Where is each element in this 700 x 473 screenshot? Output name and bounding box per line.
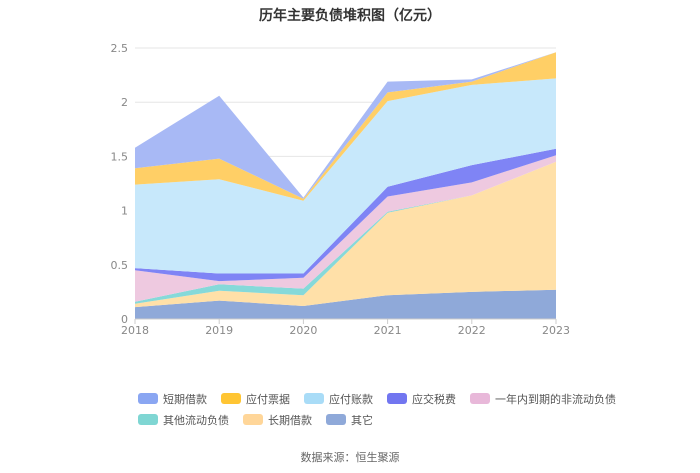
legend-swatch	[138, 414, 158, 425]
legend-item[interactable]: 一年内到期的非流动负债	[470, 391, 616, 407]
legend: 短期借款 应付票据 应付账款 应交税费 一年内到期的非流动负债 其他流动负债 长期借款 其它	[138, 388, 616, 430]
area-series-1	[135, 289, 556, 319]
area-series-2	[135, 161, 556, 308]
x-tick-label: 2019	[205, 324, 233, 337]
area-series-5	[135, 148, 556, 282]
y-tick-label: 2	[121, 96, 128, 109]
chart-title: 历年主要负债堆积图（亿元）	[259, 8, 441, 24]
legend-label: 其它	[351, 413, 373, 427]
area-series-8	[135, 52, 556, 199]
x-tick-label: 2020	[289, 324, 317, 337]
area-series-4	[135, 155, 556, 302]
legend-label: 其他流动负债	[163, 413, 229, 427]
axes: 0 0.5 1 1.5 2 2.5 2018 2019 2020 2021 2022 2023	[111, 42, 571, 337]
legend-item[interactable]: 其他流动负债	[138, 412, 229, 428]
legend-swatch	[470, 393, 490, 404]
legend-swatch	[304, 393, 324, 404]
x-tick-label: 2022	[458, 324, 486, 337]
y-tick-label: 1.5	[111, 150, 129, 163]
legend-item[interactable]: 应付票据	[221, 391, 290, 407]
x-tick-label: 2018	[121, 324, 149, 337]
legend-item[interactable]: 短期借款	[138, 391, 207, 407]
area-series-6	[135, 78, 556, 274]
data-source-note: 数据来源：恒生聚源	[300, 451, 400, 464]
legend-swatch	[243, 414, 263, 425]
legend-item[interactable]: 其它	[326, 412, 373, 428]
y-tick-label: 2.5	[111, 42, 129, 55]
legend-item[interactable]: 应付账款	[304, 391, 373, 407]
legend-swatch	[387, 393, 407, 404]
x-tick-label: 2021	[374, 324, 402, 337]
legend-label: 一年内到期的非流动负债	[495, 392, 616, 406]
legend-label: 应付账款	[329, 392, 373, 406]
x-tick-label: 2023	[542, 324, 570, 337]
legend-label: 长期借款	[268, 413, 312, 427]
legend-item[interactable]: 长期借款	[243, 412, 312, 428]
y-tick-label: 0.5	[111, 259, 129, 272]
legend-item[interactable]: 应交税费	[387, 391, 456, 407]
area-series-7	[135, 52, 556, 201]
legend-label: 短期借款	[163, 392, 207, 406]
legend-label: 应付票据	[246, 392, 290, 406]
legend-label: 应交税费	[412, 392, 456, 406]
y-tick-label: 0	[121, 313, 128, 326]
legend-swatch	[221, 393, 241, 404]
legend-row: 短期借款 应付票据 应付账款 应交税费 一年内到期的非流动负债	[138, 388, 616, 409]
legend-row: 其他流动负债 长期借款 其它	[138, 409, 608, 430]
legend-swatch	[138, 393, 158, 404]
area-series	[135, 52, 556, 319]
legend-swatch	[326, 414, 346, 425]
y-tick-label: 1	[121, 205, 128, 218]
